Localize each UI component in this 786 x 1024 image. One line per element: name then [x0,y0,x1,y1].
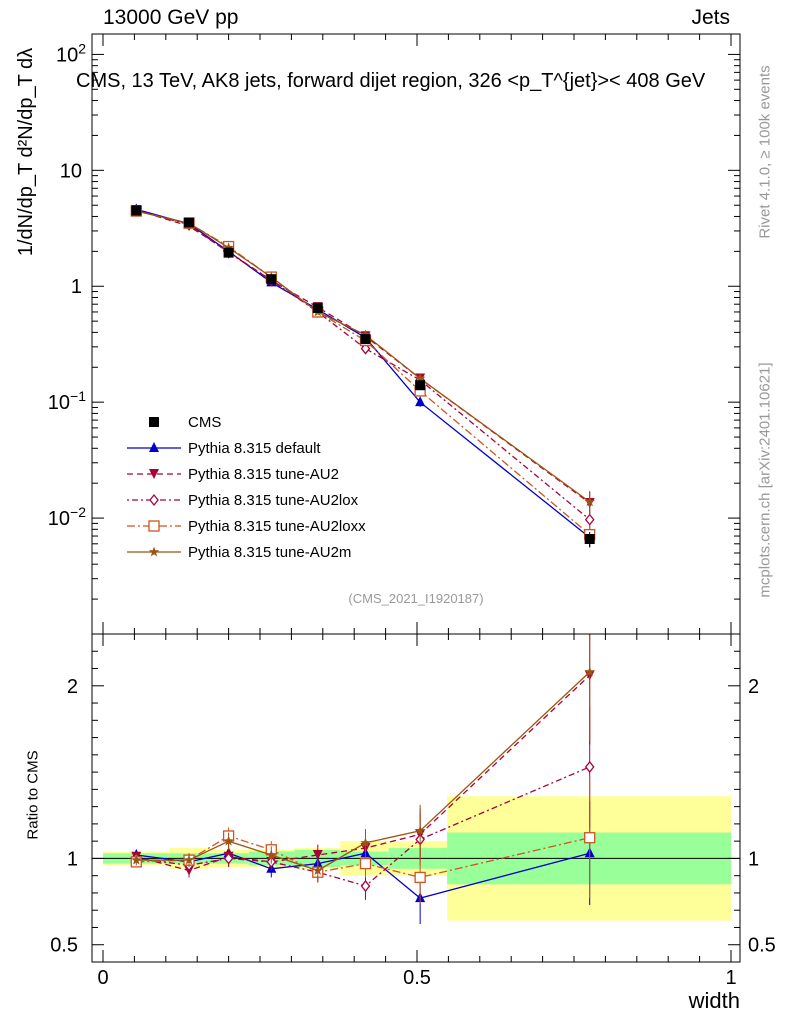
ratio-point-pythia-8-315-tune-au2m [131,854,142,865]
x-tick-label: 0.5 [403,967,431,989]
y-tick-label: 102 [56,40,86,66]
ratio-y-tick-label: 2 [67,676,78,698]
point-pythia-8-315-tune-au2m [223,242,234,253]
ratio-point-pythia-8-315-tune-au2lox [584,760,595,773]
legend-label-pythia-8-315-tune-au2m: Pythia 8.315 tune-AU2m [188,544,351,561]
point-pythia-8-315-tune-au2m [414,373,426,383]
legend-marker-pythia-8-315-tune-au2lox [149,493,159,507]
rivet-version-label: Rivet 4.1.0, ≥ 100k events [756,65,774,239]
legend-label-pythia-8-315-default: Pythia 8.315 default [188,440,321,457]
point-pythia-8-315-default [415,396,426,407]
ratio-point-pythia-8-315-tune-au2m [312,865,323,875]
point-cms [184,217,195,228]
plot-title: CMS, 13 TeV, AK8 jets, forward dijet reg… [76,70,706,92]
mcplots-label: mcplots.cern.ch [arXiv:2401.10621] [756,362,774,598]
series-line-pythia-8-315-tune-au2m [136,210,591,503]
panel-frames [91,33,741,963]
ratio-line-pythia-8-315-tune-au2m [136,671,591,872]
ratio-y-tick-label: 1 [67,848,78,870]
main-panel-series [130,203,596,548]
ratio-y-axis-label: Ratio to CMS [24,750,42,840]
point-cms [360,334,371,345]
ratio-point-pythia-8-315-tune-au2loxx [414,871,426,884]
ratio-y-tick-label-right: 2 [748,676,759,698]
point-cms [312,302,323,313]
ratio-panel-frame [91,633,741,963]
main-y-axis-label: 1/dN/dp_T d²N/dp_T dλ [15,48,37,256]
point-cms [131,205,142,216]
ratio-point-pythia-8-315-tune-au2m [266,849,277,860]
legend-marker-pythia-8-315-tune-au2loxx [148,520,160,532]
ratio-point-pythia-8-315-tune-au2lox [223,852,234,865]
ratio-line-pythia-8-315-tune-au2lox [136,766,590,887]
legend-label-pythia-8-315-tune-au2: Pythia 8.315 tune-AU2 [188,466,339,483]
ratio-line-pythia-8-315-tune-au2 [136,674,591,872]
y-tick-label: 10−1 [48,388,86,414]
x-tick-label: 0 [97,967,108,989]
y-tick-label: 10 [60,160,82,182]
legend-marker-pythia-8-315-tune-au2 [149,469,159,479]
analysis-id-watermark: (CMS_2021_I1920187) [348,591,484,606]
x-axis-label: width [688,988,740,1013]
legend-marker-pythia-8-315-default [149,442,159,452]
point-cms [223,247,234,258]
legend-label-pythia-8-315-tune-au2lox: Pythia 8.315 tune-AU2lox [188,492,359,509]
series-line-pythia-8-315-tune-au2 [136,209,591,504]
legend-label-pythia-8-315-tune-au2loxx: Pythia 8.315 tune-AU2loxx [188,518,366,535]
axis-ticks: 0 0.5 1 10−2 10−1 1 10 102 0.5 0.5 1 1 2 2 1/dN/dp_T d… [15,34,776,989]
point-pythia-8-315-tune-au2m [584,496,595,507]
series-line-pythia-8-315-default [136,208,591,539]
y-tick-label: 1 [71,276,82,298]
ratio-point-pythia-8-315-tune-au2m [223,835,234,846]
series-line-pythia-8-315-tune-au2lox [136,209,591,521]
ratio-point-pythia-8-315-tune-au2m [414,825,426,836]
legend-marker-pythia-8-315-tune-au2m [148,546,160,557]
ratio-point-pythia-8-315-tune-au2loxx [359,857,372,870]
y-tick-label: 10−2 [48,504,86,530]
ratio-y-tick-label-right: 1 [748,848,759,870]
legend: CMS Pythia 8.315 default Pythia 8.315 tune… [127,414,366,561]
ratio-point-pythia-8-315-tune-au2loxx [584,832,596,844]
header-left-label: 13000 GeV pp [103,6,239,29]
ratio-line-pythia-8-315-tune-au2loxx [136,835,590,879]
x-tick-label: 1 [725,967,736,989]
ratio-panel-series [130,634,596,925]
ratio-point-pythia-8-315-tune-au2m [360,837,371,848]
ratio-point-pythia-8-315-tune-au2 [312,849,323,860]
point-cms [266,274,277,285]
point-cms [584,534,595,545]
point-cms [415,380,426,391]
legend-label-cms: CMS [188,414,221,431]
ratio-y-tick-label-right: 0.5 [748,935,776,957]
ratio-point-pythia-8-315-tune-au2lox [360,880,371,893]
series-line-pythia-8-315-tune-au2loxx [136,210,591,536]
ratio-point-pythia-8-315-tune-au2m [183,854,195,865]
ratio-point-pythia-8-315-tune-au2m [584,666,595,677]
header-right-label: Jets [691,6,730,29]
ratio-line-pythia-8-315-default [136,852,590,899]
ratio-y-tick-label: 0.5 [50,935,78,957]
legend-marker-cms [149,417,159,427]
point-pythia-8-315-tune-au2lox [584,513,595,526]
